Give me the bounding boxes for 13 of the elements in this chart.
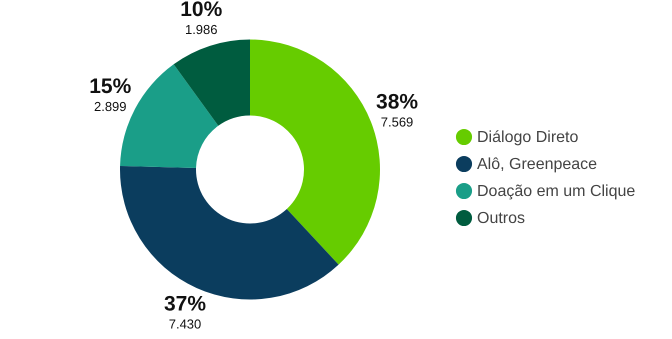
- text: 37%: [164, 292, 206, 316]
- data-label: 1.986: [184, 22, 218, 38]
- text: 10%: [180, 0, 223, 22]
- data-label: 7.430: [168, 316, 202, 332]
- legend-label: Outros: [477, 210, 526, 227]
- donut-slice: [174, 40, 250, 126]
- data-label: 7.569: [380, 114, 414, 130]
- text: 15%: [89, 74, 132, 98]
- legend-label: Alô, Greenpeace: [477, 156, 598, 173]
- legend-label: Doação em um Clique: [477, 183, 636, 200]
- data-label: 2.899: [94, 98, 127, 114]
- text: 38%: [376, 90, 418, 114]
- legend-label: Diálogo Direto: [477, 129, 578, 146]
